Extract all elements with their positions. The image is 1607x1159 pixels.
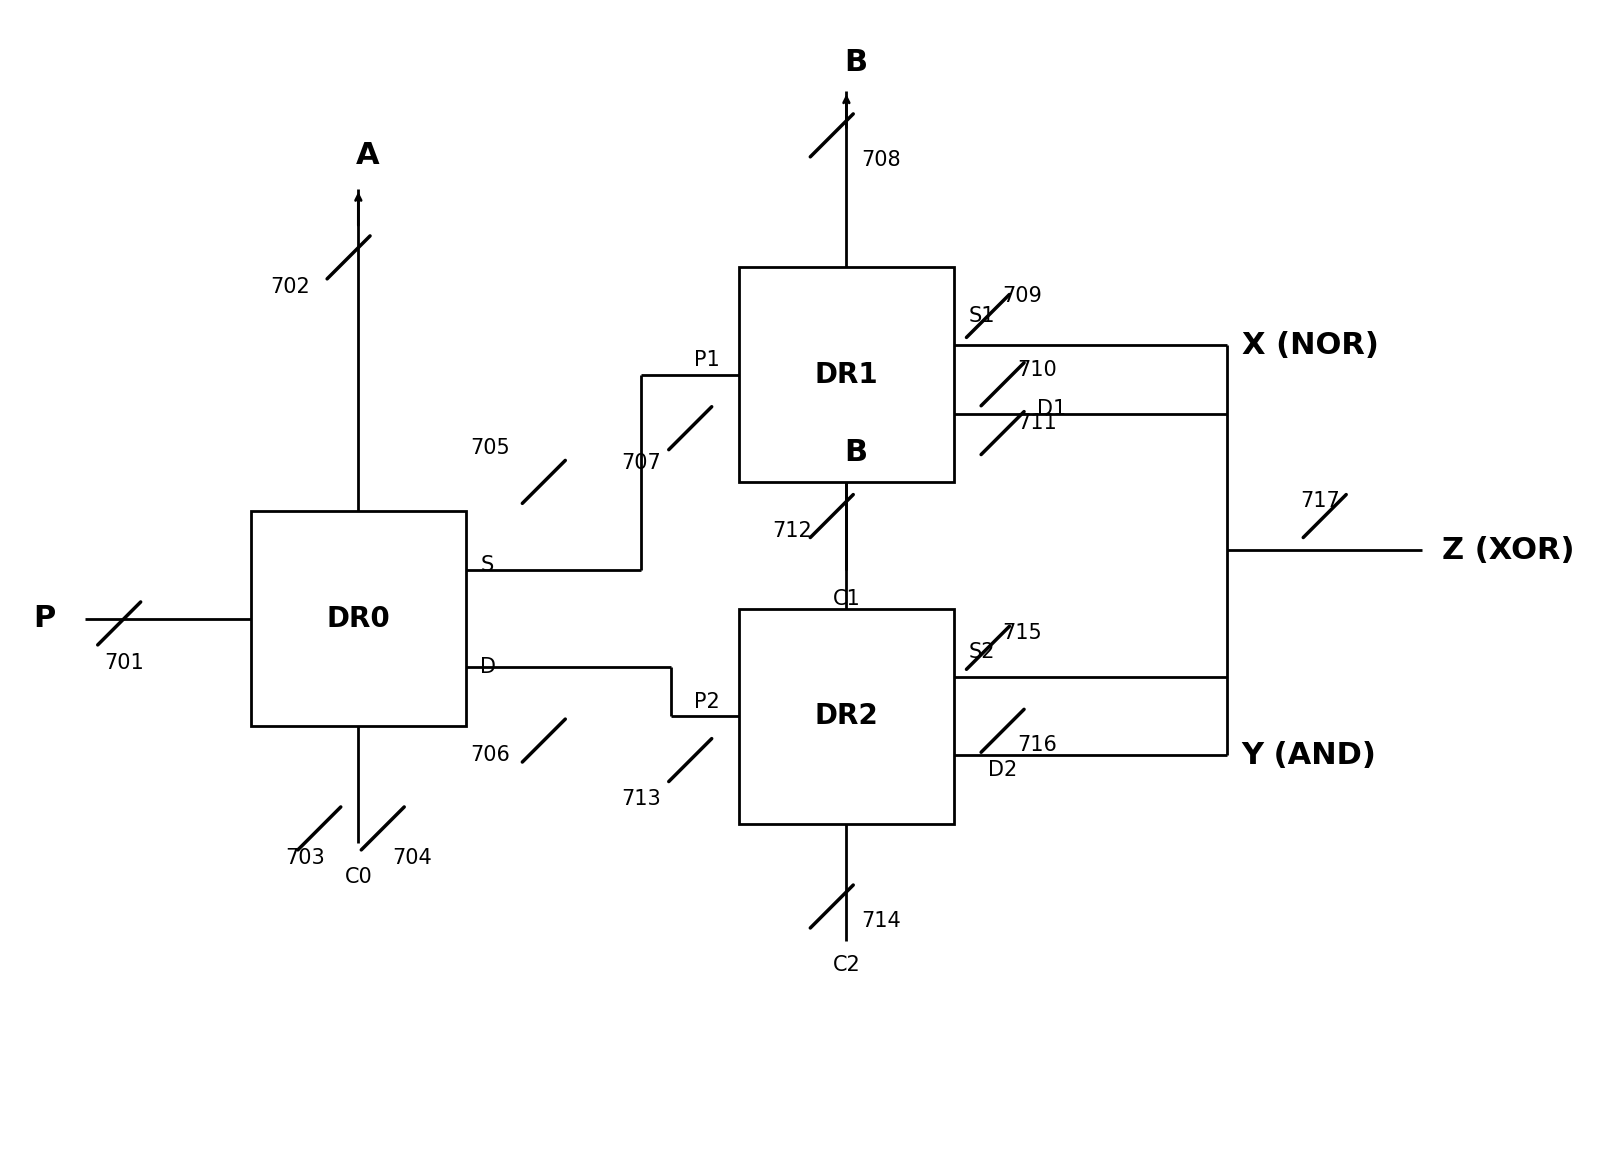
Text: 710: 710 xyxy=(1017,359,1057,380)
Text: 715: 715 xyxy=(1003,624,1043,643)
Text: 706: 706 xyxy=(469,745,509,765)
Text: X (NOR): X (NOR) xyxy=(1242,330,1379,359)
Text: 705: 705 xyxy=(469,438,509,458)
Text: P2: P2 xyxy=(694,692,720,712)
Text: D2: D2 xyxy=(988,760,1017,780)
Text: B: B xyxy=(845,438,868,467)
Text: 712: 712 xyxy=(773,520,812,541)
Text: DR0: DR0 xyxy=(326,605,391,633)
Text: 707: 707 xyxy=(622,453,660,473)
Text: 717: 717 xyxy=(1300,491,1340,511)
Text: 704: 704 xyxy=(392,848,432,868)
Text: DR2: DR2 xyxy=(815,702,879,730)
Text: Y (AND): Y (AND) xyxy=(1242,741,1377,770)
Text: 701: 701 xyxy=(104,653,145,672)
Text: 703: 703 xyxy=(284,848,325,868)
Text: B: B xyxy=(845,48,868,76)
Text: S: S xyxy=(480,555,493,575)
Text: D1: D1 xyxy=(1037,399,1065,418)
Text: C0: C0 xyxy=(344,867,373,888)
Text: C2: C2 xyxy=(832,955,860,976)
Bar xyxy=(251,511,466,726)
Text: S2: S2 xyxy=(969,642,995,663)
Text: 709: 709 xyxy=(1003,286,1043,306)
Text: 702: 702 xyxy=(270,277,310,297)
Text: D: D xyxy=(480,657,497,677)
Text: 711: 711 xyxy=(1017,414,1057,433)
Text: S1: S1 xyxy=(969,306,995,326)
Text: A: A xyxy=(357,140,379,169)
Text: 714: 714 xyxy=(861,911,902,931)
Bar xyxy=(739,267,955,482)
Bar xyxy=(739,608,955,824)
Text: P: P xyxy=(34,604,56,633)
Text: C1: C1 xyxy=(832,589,860,610)
Text: DR1: DR1 xyxy=(815,360,877,388)
Text: 713: 713 xyxy=(622,789,660,809)
Text: P1: P1 xyxy=(694,350,720,370)
Text: 716: 716 xyxy=(1017,736,1057,756)
Text: Z (XOR): Z (XOR) xyxy=(1441,535,1575,564)
Text: 708: 708 xyxy=(861,150,900,169)
